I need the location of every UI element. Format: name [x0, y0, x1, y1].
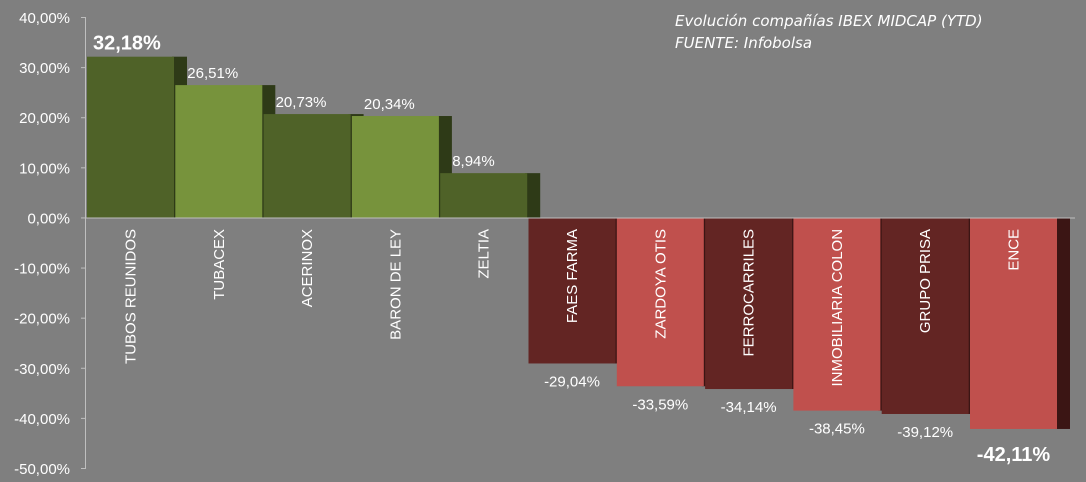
category-label: BARON DE LEY — [387, 229, 404, 340]
bar — [793, 217, 881, 411]
data-label: -42,11% — [977, 444, 1051, 466]
chart-caption: Evolución compañías IBEX MIDCAP (YTD) FU… — [675, 10, 983, 54]
data-label: 20,73% — [276, 94, 327, 111]
data-label: -29,04% — [544, 373, 600, 390]
bar-side — [525, 173, 541, 218]
y-tick-label: -10,00% — [14, 261, 70, 278]
category-label: ENCE — [1006, 229, 1023, 271]
bar — [616, 217, 704, 387]
category-label: INMOBILIARIA COLON — [829, 229, 846, 387]
category-label: ZARDOYA OTIS — [652, 229, 669, 339]
chart-title: Evolución compañías IBEX MIDCAP (YTD) — [675, 12, 983, 30]
y-tick-label: 30,00% — [19, 60, 70, 77]
data-label: -39,12% — [897, 424, 953, 441]
bar — [970, 217, 1057, 429]
category-label: GRUPO PRISA — [917, 229, 934, 333]
bar-side — [1055, 217, 1070, 429]
data-label: 32,18% — [93, 33, 161, 55]
bar — [87, 56, 174, 218]
y-tick-label: -40,00% — [14, 411, 70, 428]
y-tick-label: -30,00% — [14, 361, 70, 378]
y-tick-label: 10,00% — [19, 160, 70, 177]
y-tick-label: 20,00% — [19, 110, 70, 127]
category-label: ZELTIA — [476, 229, 493, 279]
bar — [528, 217, 616, 364]
category-label: TUBACEX — [211, 229, 228, 300]
bar — [440, 173, 528, 218]
data-label: 26,51% — [187, 65, 238, 82]
y-tick-label: -50,00% — [14, 461, 70, 478]
data-label: -38,45% — [809, 421, 865, 438]
bar — [705, 217, 793, 390]
data-label: 20,34% — [364, 96, 415, 113]
y-tick-label: 0,00% — [27, 210, 70, 227]
category-label: FAES FARMA — [564, 229, 581, 323]
data-label: -33,59% — [632, 396, 688, 413]
bar — [175, 85, 263, 218]
y-tick-label: 40,00% — [19, 10, 70, 27]
category-label: ACERINOX — [299, 229, 316, 307]
category-label: FERROCARRILES — [741, 229, 758, 357]
bar — [263, 114, 351, 218]
data-label: 8,94% — [452, 153, 495, 170]
bar — [351, 116, 439, 218]
category-label: TUBOS REUNIDOS — [123, 229, 140, 364]
y-tick-label: -20,00% — [14, 311, 70, 328]
data-label: -34,14% — [721, 399, 777, 416]
bar — [881, 217, 969, 414]
chart-source: FUENTE: Infobolsa — [675, 34, 813, 52]
